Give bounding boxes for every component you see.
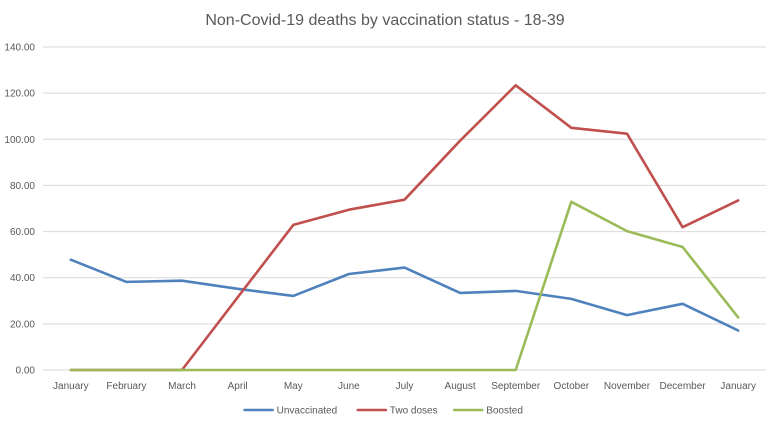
y-tick-label: 0.00 [16, 366, 36, 377]
x-tick-label: January [720, 381, 756, 392]
series-line-unvaccinated [69, 258, 740, 332]
y-tick-label: 120.00 [4, 89, 35, 100]
x-axis-ticks: January February March April May June July Augu… [53, 381, 756, 392]
series-lines [69, 84, 740, 372]
y-axis-ticks: 0.00 20.00 40.00 60.00 80.00 100.00 120.00 140.… [4, 43, 35, 377]
y-tick-label: 80.00 [10, 181, 35, 192]
x-tick-label: August [445, 381, 476, 392]
y-tick-label: 140.00 [4, 43, 35, 54]
y-tick-label: 100.00 [4, 135, 35, 146]
x-tick-label: May [284, 381, 303, 392]
gridlines [43, 46, 766, 371]
x-tick-label: November [604, 381, 651, 392]
x-tick-label: January [53, 381, 89, 392]
y-tick-label: 20.00 [10, 319, 35, 330]
chart-title: Non-Covid-19 deaths by vaccination statu… [205, 12, 564, 29]
x-tick-label: October [554, 381, 590, 392]
legend-label: Boosted [486, 406, 523, 417]
legend: Unvaccinated Two doses Boosted [243, 406, 523, 417]
x-tick-label: February [106, 381, 146, 392]
series-line-boosted [69, 200, 740, 372]
y-tick-label: 60.00 [10, 227, 35, 238]
y-tick-label: 40.00 [10, 273, 35, 284]
legend-label: Unvaccinated [277, 406, 338, 417]
series-line-two-doses [69, 84, 740, 372]
x-tick-label: April [228, 381, 248, 392]
x-tick-label: June [338, 381, 360, 392]
x-tick-label: December [660, 381, 707, 392]
x-tick-label: March [168, 381, 196, 392]
x-tick-label: July [396, 381, 414, 392]
legend-label: Two doses [390, 406, 438, 417]
x-tick-label: September [491, 381, 541, 392]
